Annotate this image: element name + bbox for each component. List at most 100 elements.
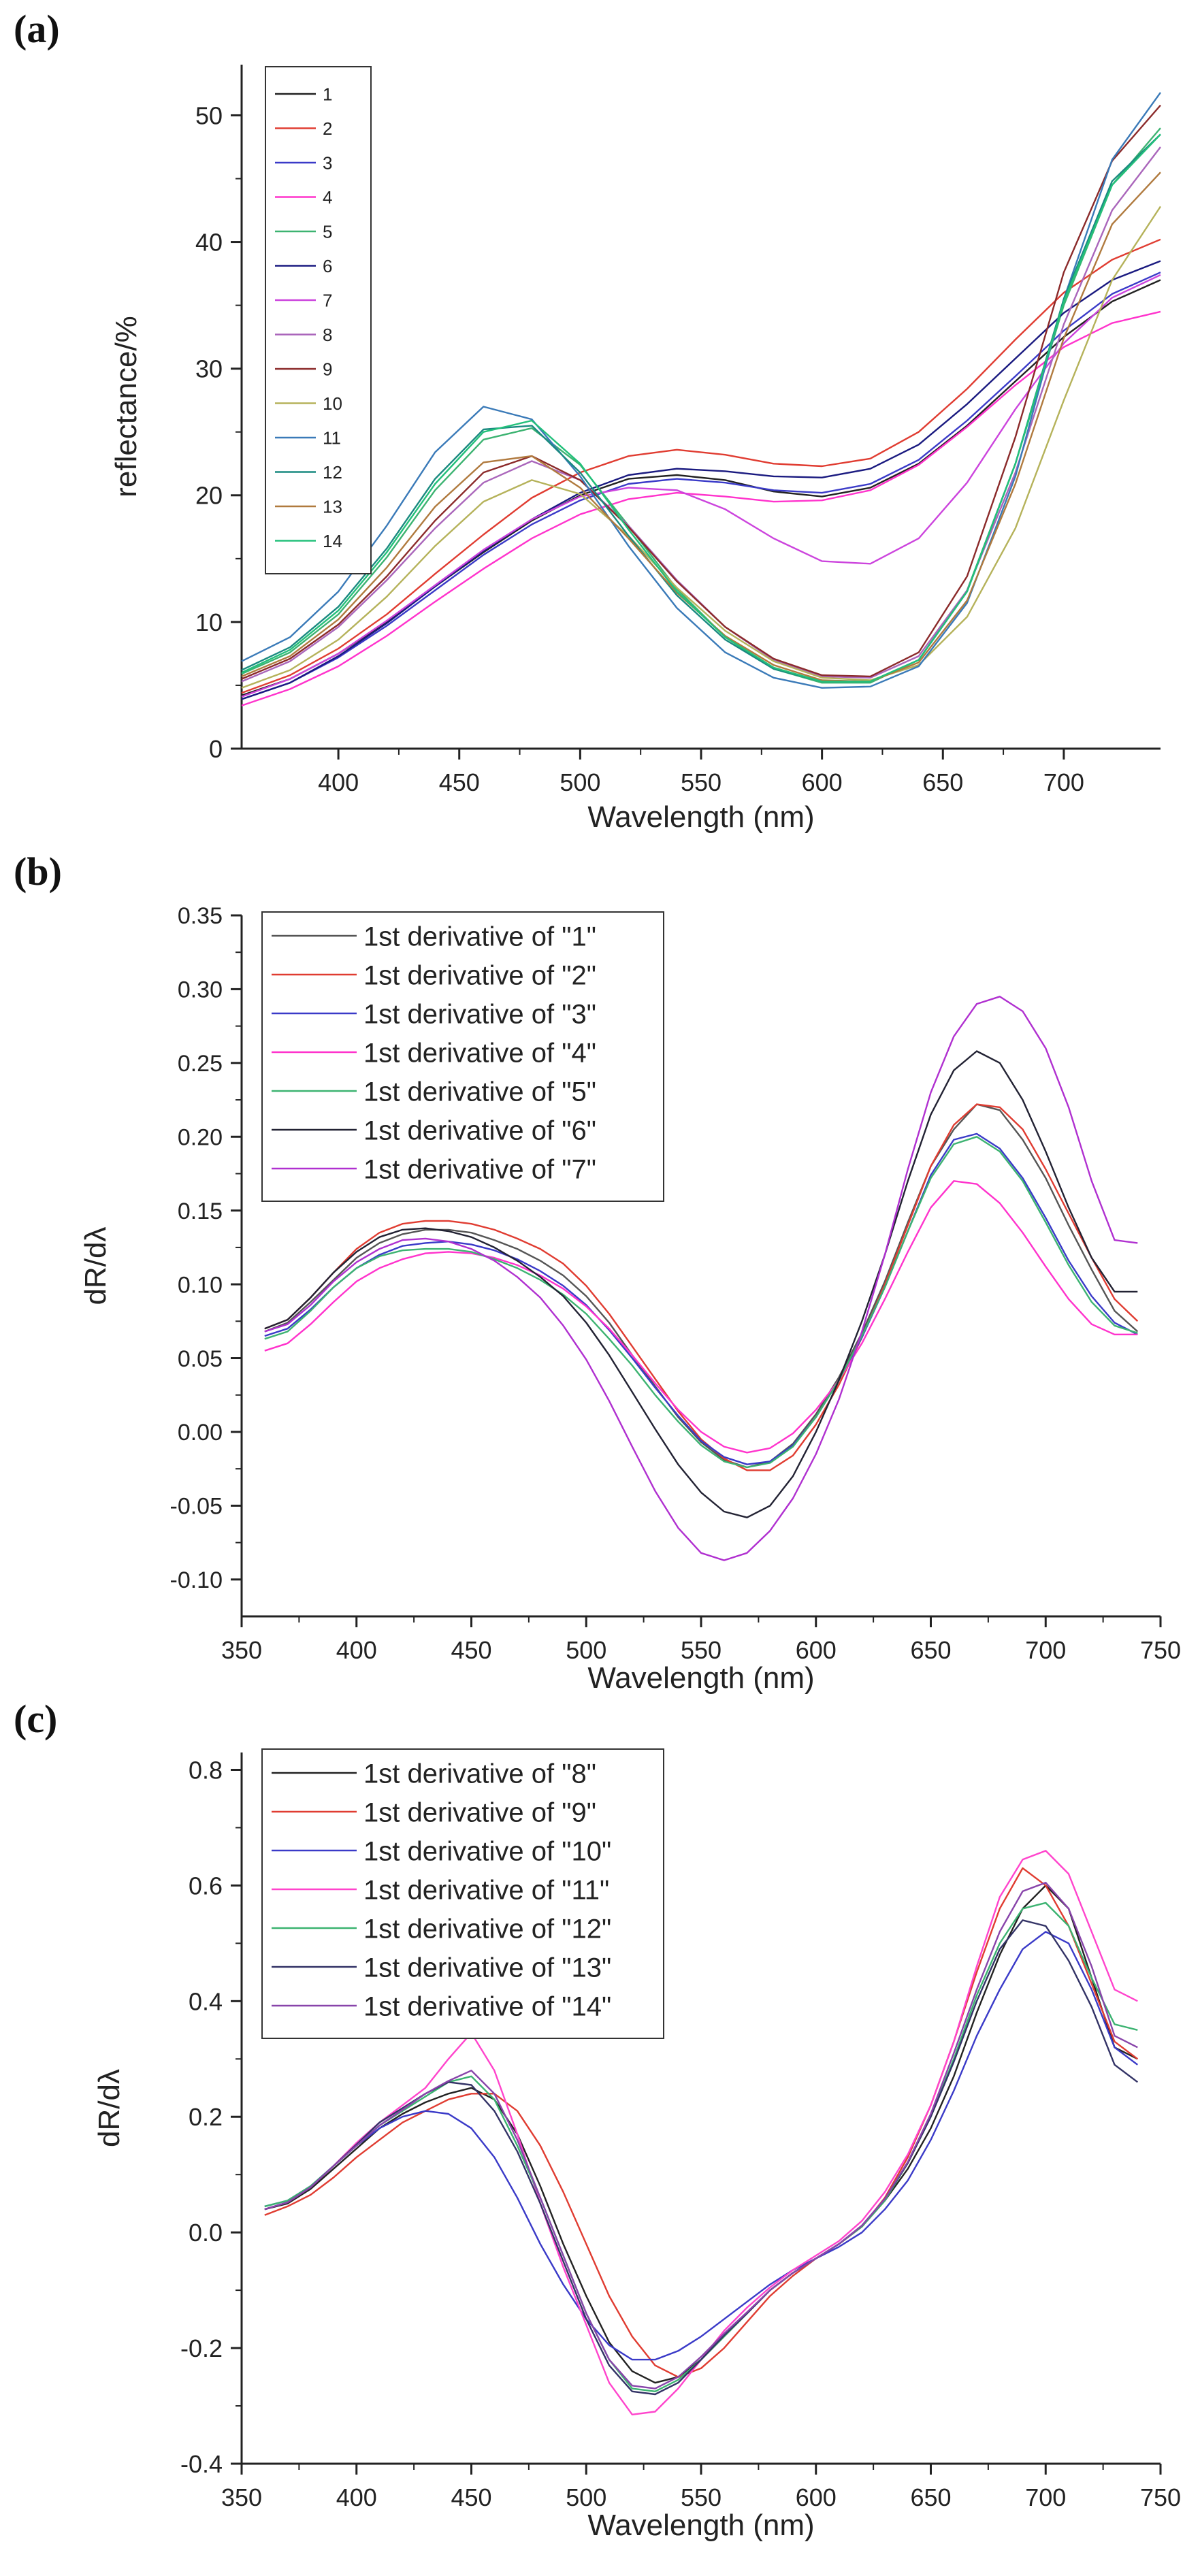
legend-item: 7 (275, 290, 332, 310)
legend-item: 12 (275, 462, 342, 483)
legend-label: 1st derivative of "5" (363, 1077, 596, 1107)
legend-item: 1st derivative of "1" (272, 922, 596, 951)
x-tick-label: 350 (221, 2483, 262, 2511)
y-tick-label: 20 (195, 482, 223, 510)
series-line-3 (241, 272, 1161, 700)
y-tick-label: 0.8 (189, 1756, 223, 1784)
legend-label: 14 (323, 531, 342, 551)
panel-a: (a) (14, 7, 60, 51)
legend-item: 1st derivative of "10" (272, 1836, 611, 1866)
y-tick-label: 0.20 (178, 1125, 223, 1151)
x-tick-label: 400 (336, 1636, 377, 1664)
x-tick-label: 650 (910, 1636, 951, 1664)
legend-label: 6 (323, 256, 332, 276)
series-group (264, 1850, 1139, 2416)
x-axis-title: Wavelength (nm) (587, 1661, 814, 1695)
x-tick-label: 500 (566, 1636, 606, 1664)
legend-box (261, 911, 664, 1202)
legend-label: 1st derivative of "2" (363, 960, 596, 990)
series-line-1st-derivative-of-1 (264, 1103, 1139, 1469)
x-tick-label: 400 (318, 768, 359, 796)
y-tick-label: 0.2 (189, 2103, 223, 2131)
x-tick-label: 700 (1043, 768, 1084, 796)
y-tick-label: 0.0 (189, 2219, 223, 2247)
x-tick-label: 550 (681, 1636, 721, 1664)
legend: 1st derivative of "8" 1st derivative of "… (261, 1748, 664, 2039)
legend-item: 11 (275, 427, 341, 448)
x-tick-label: 650 (910, 2483, 951, 2511)
x-tick-label: 350 (221, 1636, 262, 1664)
legend-item: 3 (275, 152, 332, 173)
x-tick-label: 600 (796, 2483, 837, 2511)
x-tick-label: 450 (439, 768, 480, 796)
y-tick-label: -0.05 (170, 1494, 223, 1520)
x-tick-label: 750 (1140, 1636, 1181, 1664)
y-tick-label: 40 (195, 229, 223, 257)
legend-label: 9 (323, 359, 332, 379)
legend-item: 8 (275, 325, 332, 345)
legend-label: 1st derivative of "6" (363, 1115, 596, 1145)
x-tick-label: 700 (1025, 2483, 1066, 2511)
y-tick-label: 0.4 (189, 1987, 223, 2015)
legend-label: 10 (323, 393, 342, 414)
series-line-4 (241, 310, 1161, 706)
y-axis-title: dR/dλ (79, 1227, 112, 1305)
legend-label: 11 (323, 427, 341, 448)
y-tick-label: 0.30 (178, 977, 223, 1003)
panel-c-label: (c) (14, 1697, 57, 1741)
legend-item: 1st derivative of "3" (272, 999, 596, 1029)
series-line-9 (241, 104, 1161, 680)
legend-item: 1st derivative of "8" (272, 1759, 596, 1789)
x-tick-label: 450 (451, 2483, 491, 2511)
x-axis-title: Wavelength (nm) (587, 2509, 814, 2542)
x-tick-label: 750 (1140, 2483, 1181, 2511)
legend-label: 2 (323, 118, 332, 139)
series-line-2 (241, 238, 1161, 694)
legend-item: 13 (275, 496, 342, 517)
series-line-6 (241, 260, 1161, 700)
y-tick-label: 0.25 (178, 1051, 223, 1077)
y-tick-label: -0.10 (170, 1567, 223, 1593)
y-tick-label: -0.4 (180, 2450, 223, 2478)
y-axis-title: dR/dλ (93, 2069, 126, 2147)
series-line-1st-derivative-of-7 (264, 996, 1138, 1561)
legend-item: 1st derivative of "12" (272, 1914, 611, 1944)
x-tick-label: 600 (796, 1636, 837, 1664)
y-tick-label: 30 (195, 355, 223, 383)
series-line-11 (241, 92, 1161, 689)
x-tick-label: 700 (1025, 1636, 1066, 1664)
legend-item: 9 (275, 359, 332, 379)
legend-label: 1st derivative of "1" (363, 922, 596, 951)
legend-label: 1st derivative of "14" (363, 1991, 611, 2021)
series-line-12 (241, 133, 1161, 683)
legend-label: 1st derivative of "8" (363, 1759, 596, 1789)
x-tick-label: 500 (566, 2483, 606, 2511)
y-tick-label: 0.6 (189, 1872, 223, 1900)
legend-label: 3 (323, 152, 332, 173)
series-line-1st-derivative-of-4 (264, 1180, 1138, 1454)
legend-item: 14 (275, 531, 342, 551)
legend-label: 8 (323, 325, 332, 345)
legend-item: 1st derivative of "14" (272, 1991, 611, 2021)
series-line-1st-derivative-of-5 (264, 1136, 1138, 1469)
legend-label: 5 (323, 221, 332, 242)
x-tick-label: 450 (451, 1636, 491, 1664)
x-tick-label: 550 (681, 768, 721, 796)
legend-label: 7 (323, 290, 332, 310)
legend-item: 5 (275, 221, 332, 242)
legend-item: 2 (275, 118, 332, 139)
legend-label: 1st derivative of "9" (363, 1797, 596, 1827)
x-tick-label: 650 (922, 768, 963, 796)
legend-item: 1st derivative of "4" (272, 1038, 596, 1068)
series-line-1 (241, 279, 1161, 696)
legend-item: 1 (275, 84, 332, 104)
series-line-1st-derivative-of-9 (264, 1867, 1139, 2378)
y-tick-label: 10 (195, 608, 223, 636)
series-line-7 (241, 274, 1161, 698)
series-line-1st-derivative-of-14 (264, 1881, 1138, 2390)
y-tick-label: 50 (195, 101, 223, 129)
legend-item: 1st derivative of "2" (272, 960, 596, 990)
legend-label: 1st derivative of "13" (363, 1953, 611, 1983)
